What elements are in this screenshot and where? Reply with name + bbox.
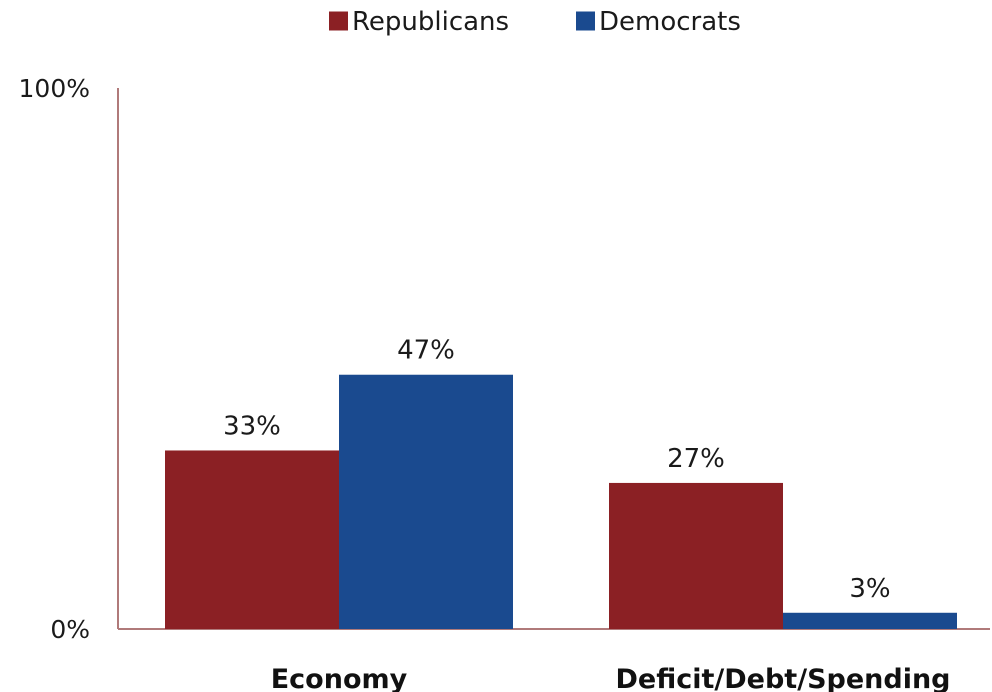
bar-republicans-1: [609, 482, 783, 629]
data-label-republicans-1: 27%: [667, 444, 725, 474]
legend: Republicans Democrats: [329, 7, 741, 37]
bar-democrats-1: [783, 612, 957, 629]
legend-label-republicans: Republicans: [352, 7, 509, 37]
category-label-0: Economy: [271, 664, 408, 692]
bars: [165, 374, 957, 629]
legend-swatch-republicans: [329, 11, 348, 31]
y-tick-label-min: 0%: [50, 615, 90, 644]
bar-democrats-0: [339, 374, 513, 629]
data-labels: 33% 47% 27% 3%: [223, 336, 891, 604]
data-label-democrats-0: 47%: [397, 336, 455, 366]
data-label-republicans-0: 33%: [223, 411, 281, 441]
category-labels: Economy Deficit/Debt/Spending: [271, 664, 951, 692]
category-label-1: Deficit/Debt/Spending: [615, 664, 950, 692]
legend-swatch-democrats: [576, 11, 595, 31]
y-tick-label-max: 100%: [19, 74, 90, 103]
bar-republicans-0: [165, 450, 339, 629]
data-label-democrats-1: 3%: [849, 574, 890, 604]
legend-label-democrats: Democrats: [599, 7, 741, 37]
